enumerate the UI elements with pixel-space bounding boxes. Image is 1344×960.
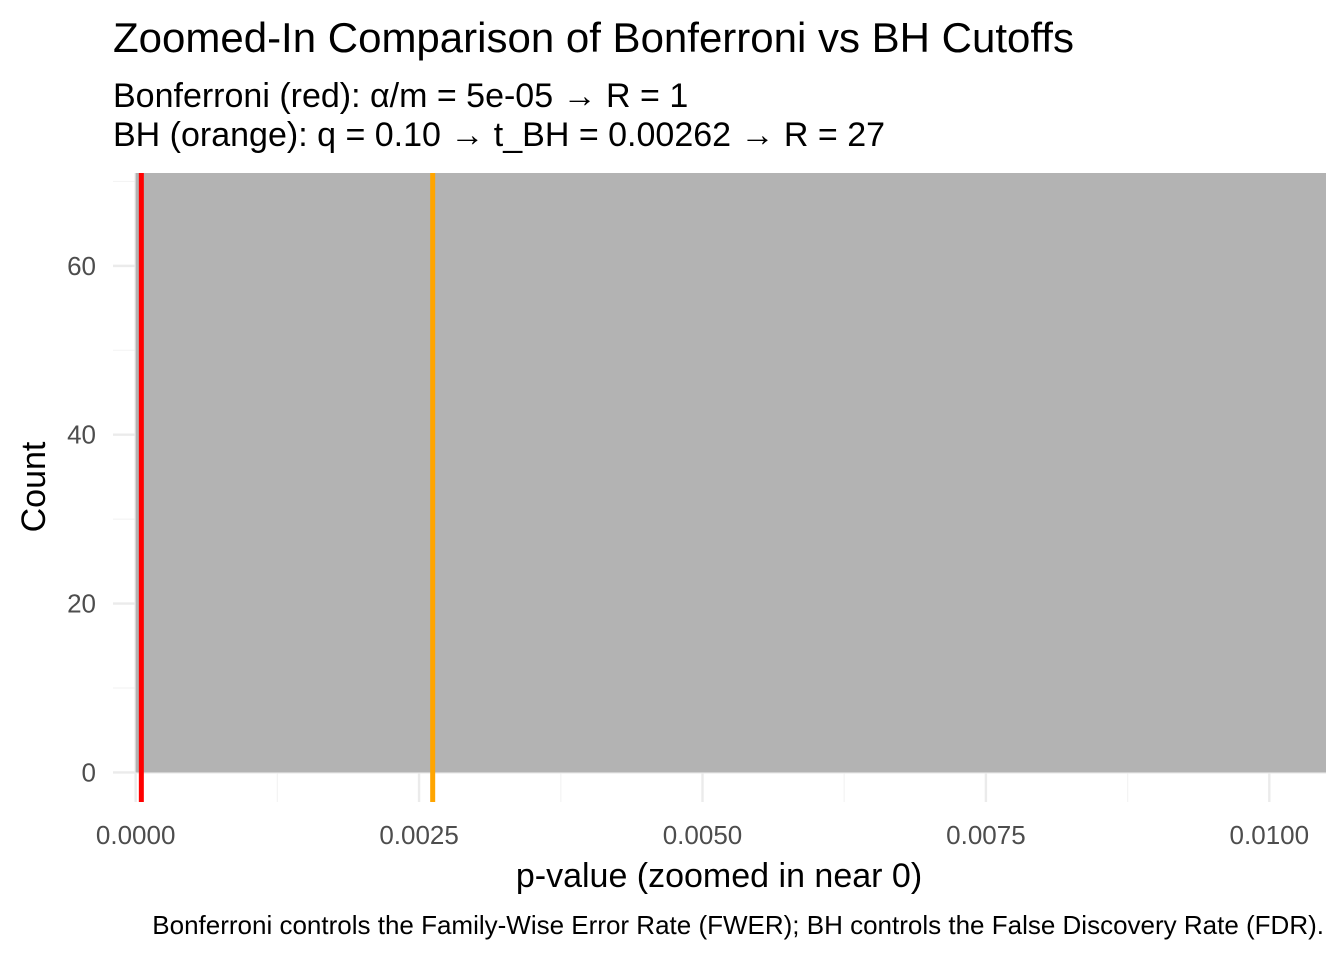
x-axis-label: p-value (zoomed in near 0)	[515, 857, 923, 895]
x-tick-label: 0.0025	[379, 820, 459, 850]
chart-subtitle-bh: BH (orange): q = 0.10 → t_BH = 0.00262 →…	[113, 116, 886, 154]
y-tick-label: 0	[82, 757, 96, 787]
chart-caption: Bonferroni controls the Family-Wise Erro…	[152, 910, 1324, 940]
y-tick-label: 40	[67, 420, 96, 450]
chart-subtitle-bonferroni: Bonferroni (red): α/m = 5e-05 → R = 1	[113, 77, 689, 115]
x-tick-label: 0.0050	[663, 820, 743, 850]
x-tick-label: 0.0075	[946, 820, 1026, 850]
y-tick-label: 20	[67, 589, 96, 619]
y-axis-label: Count	[15, 441, 53, 533]
histogram-bar	[135, 173, 1327, 773]
chart-title: Zoomed-In Comparison of Bonferroni vs BH…	[113, 14, 1074, 61]
y-tick-label: 60	[67, 251, 96, 281]
x-tick-label: 0.0000	[96, 820, 176, 850]
x-tick-label: 0.0100	[1230, 820, 1310, 850]
